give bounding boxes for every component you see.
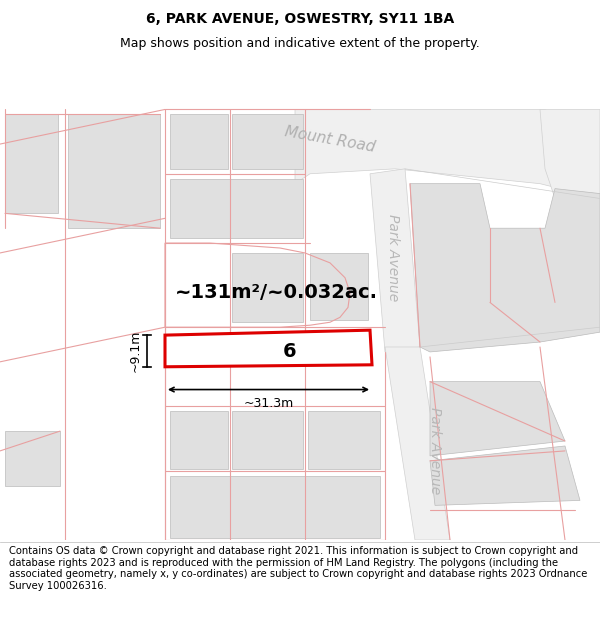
Text: Mount Road: Mount Road (284, 124, 376, 154)
Text: Park Avenue: Park Avenue (428, 408, 442, 494)
Polygon shape (232, 114, 303, 169)
Text: ~131m²/~0.032ac.: ~131m²/~0.032ac. (175, 283, 378, 302)
Text: 6: 6 (283, 342, 297, 361)
Polygon shape (170, 411, 228, 469)
Polygon shape (5, 431, 60, 486)
Polygon shape (308, 411, 380, 469)
Polygon shape (540, 109, 600, 243)
Polygon shape (170, 179, 303, 238)
Polygon shape (410, 184, 600, 352)
Text: ~31.3m: ~31.3m (244, 398, 293, 411)
Polygon shape (232, 253, 303, 322)
Text: Contains OS data © Crown copyright and database right 2021. This information is : Contains OS data © Crown copyright and d… (9, 546, 587, 591)
Polygon shape (232, 411, 303, 469)
Polygon shape (430, 382, 565, 456)
Text: Map shows position and indicative extent of the property.: Map shows position and indicative extent… (120, 38, 480, 51)
Polygon shape (170, 114, 228, 169)
Text: 6, PARK AVENUE, OSWESTRY, SY11 1BA: 6, PARK AVENUE, OSWESTRY, SY11 1BA (146, 12, 454, 26)
Polygon shape (385, 347, 450, 540)
Text: ~9.1m: ~9.1m (129, 330, 142, 372)
Polygon shape (430, 446, 580, 506)
Polygon shape (370, 169, 420, 352)
Polygon shape (165, 330, 372, 367)
Polygon shape (68, 114, 160, 228)
Polygon shape (170, 476, 380, 538)
Polygon shape (310, 253, 368, 320)
Text: Park Avenue: Park Avenue (386, 214, 400, 301)
Polygon shape (5, 114, 58, 213)
Polygon shape (295, 109, 600, 199)
